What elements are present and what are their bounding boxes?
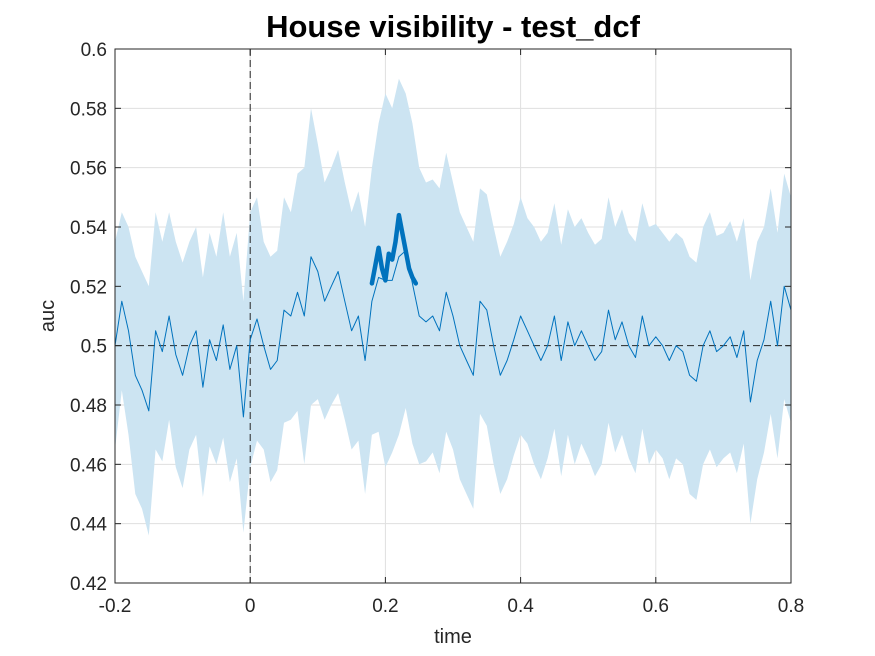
y-tick-label: 0.48 bbox=[70, 396, 107, 417]
x-tick-label: 0.2 bbox=[372, 596, 398, 617]
y-tick-label: 0.46 bbox=[70, 455, 107, 476]
confidence-band-layer bbox=[115, 78, 791, 536]
y-axis-label: auc bbox=[37, 300, 59, 332]
y-tick-label: 0.6 bbox=[81, 40, 107, 61]
x-tick-label: 0.6 bbox=[643, 596, 669, 617]
confidence-band bbox=[115, 78, 791, 536]
y-tick-label: 0.56 bbox=[70, 159, 107, 180]
mean-auc-line bbox=[114, 250, 792, 418]
y-tick-label: 0.54 bbox=[70, 218, 107, 239]
y-tick-label: 0.42 bbox=[70, 574, 107, 595]
x-tick-label: -0.2 bbox=[99, 596, 132, 617]
x-tick-label: 0 bbox=[245, 596, 256, 617]
series-layer bbox=[114, 212, 792, 418]
y-tick-label: 0.5 bbox=[81, 337, 107, 358]
axes bbox=[114, 48, 792, 584]
significant-segment bbox=[369, 212, 419, 286]
tick-labels: -0.2 0 0.2 0.4 0.6 0.8 0.42 0.44 0.46 0.48 0.5 0.52… bbox=[70, 40, 804, 617]
x-axis-label: time bbox=[434, 626, 472, 648]
y-tick-label: 0.44 bbox=[70, 515, 107, 536]
x-tick-label: 0.4 bbox=[507, 596, 534, 617]
y-tick-label: 0.52 bbox=[70, 277, 107, 298]
x-tick-label: 0.8 bbox=[778, 596, 804, 617]
reference-lines bbox=[115, 49, 791, 583]
plot-area-border bbox=[114, 48, 792, 584]
y-tick-label: 0.58 bbox=[70, 99, 107, 120]
chart-title: House visibility - test_dcf bbox=[266, 9, 640, 44]
